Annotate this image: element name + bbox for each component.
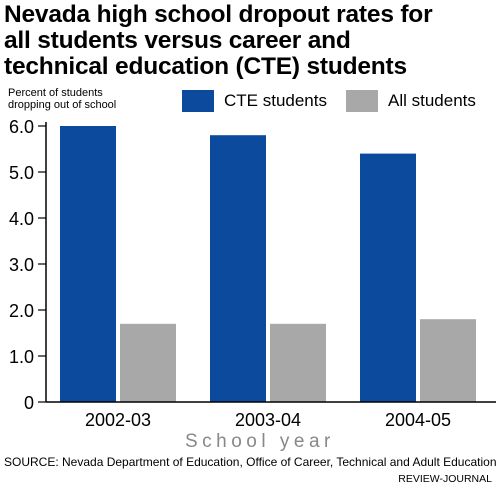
legend-label-all: All students — [388, 91, 476, 110]
y-tick-label: 1.0 — [9, 347, 34, 367]
legend-label-cte: CTE students — [224, 91, 327, 110]
y-tick-label: 2.0 — [9, 301, 34, 321]
bar-cte-2002-03 — [60, 126, 116, 402]
chart-title: Nevada high school dropout rates for all… — [4, 2, 498, 80]
legend-swatch-cte — [182, 90, 214, 112]
y-axis-title: Percent of students dropping out of scho… — [8, 87, 116, 111]
chart-title-line-2: all students versus career and — [4, 27, 351, 54]
credit-label: REVIEW-JOURNAL — [398, 473, 492, 485]
x-tick-label: 2003-04 — [235, 410, 301, 430]
y-axis-title-line-1: Percent of students — [8, 87, 103, 99]
x-axis-title: School year — [185, 431, 335, 452]
bar-cte-2004-05 — [360, 153, 416, 402]
x-tick-label: 2004-05 — [385, 410, 451, 430]
bar-all-2004-05 — [420, 319, 476, 402]
legend-swatch-all — [346, 90, 378, 112]
y-tick-label: 5.0 — [9, 163, 34, 183]
source-note: SOURCE: Nevada Department of Education, … — [4, 455, 497, 469]
chart-title-line-1: Nevada high school dropout rates for — [4, 1, 433, 28]
y-tick-label: 3.0 — [9, 255, 34, 275]
y-tick-label: 0 — [24, 393, 34, 413]
bar-cte-2003-04 — [210, 135, 266, 402]
y-tick-label: 6.0 — [9, 117, 34, 137]
x-tick-label: 2002-03 — [85, 410, 151, 430]
y-tick-label: 4.0 — [9, 209, 34, 229]
legend-item-all: All students — [346, 90, 476, 112]
y-axis-title-line-2: dropping out of school — [8, 99, 117, 111]
chart-title-line-3: technical education (CTE) students — [4, 53, 407, 80]
bar-all-2002-03 — [120, 323, 176, 402]
bar-all-2003-04 — [270, 323, 326, 402]
legend-item-cte: CTE students — [182, 90, 327, 112]
